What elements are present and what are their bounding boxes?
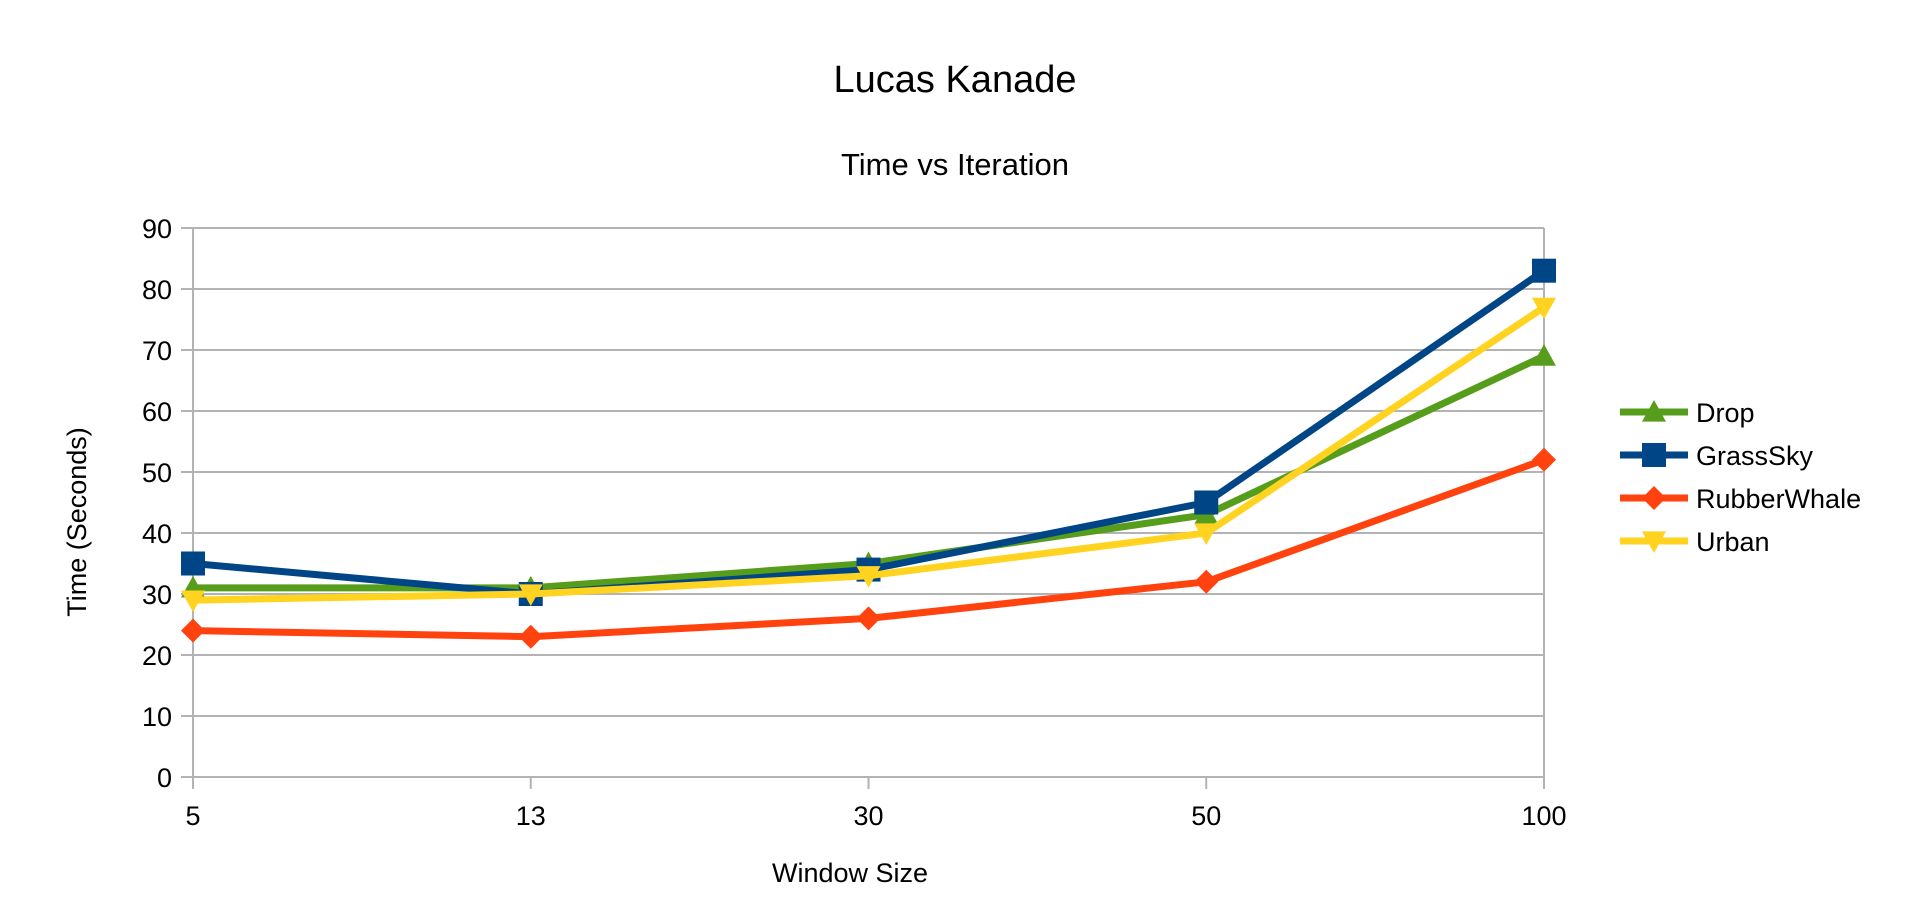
legend-item-drop: Drop xyxy=(1620,398,1755,428)
y-tick-label: 50 xyxy=(142,458,172,488)
y-tick-label: 0 xyxy=(157,763,172,793)
y-tick-label: 90 xyxy=(142,214,172,244)
data-point-grasssky xyxy=(1532,258,1556,283)
legend-marker xyxy=(1642,400,1666,422)
data-point-rubberwhale xyxy=(856,606,881,631)
data-point-urban xyxy=(1532,297,1556,320)
data-point-rubberwhale xyxy=(181,618,205,643)
legend: Drop GrassSky RubberWhale Urban xyxy=(1620,398,1861,557)
data-point-grasssky xyxy=(1194,490,1219,515)
legend-item-grasssky: GrassSky xyxy=(1620,441,1814,471)
y-axis-label: Time (Seconds) xyxy=(62,427,92,617)
series-line-grasssky xyxy=(192,267,1546,598)
x-tick-label: 50 xyxy=(1191,801,1221,831)
legend-label: GrassSky xyxy=(1696,441,1814,471)
y-tick-label: 70 xyxy=(142,336,172,366)
series-lines xyxy=(181,258,1556,649)
y-tick-label: 20 xyxy=(142,641,172,671)
legend-item-urban: Urban xyxy=(1620,527,1770,557)
x-tick-label: 5 xyxy=(185,801,200,831)
x-tick-label: 13 xyxy=(516,801,546,831)
legend-marker xyxy=(1642,531,1666,553)
data-point-rubberwhale xyxy=(518,624,543,649)
y-tick-labels: 0 10 20 30 40 50 60 70 80 90 xyxy=(142,214,172,793)
y-tick-label: 80 xyxy=(142,275,172,305)
series-rubberwhale xyxy=(181,447,1556,649)
x-tick-label: 100 xyxy=(1521,801,1566,831)
legend-marker xyxy=(1642,486,1666,510)
axes xyxy=(181,227,1545,789)
legend-label: Drop xyxy=(1696,398,1755,428)
gridlines xyxy=(193,227,1544,778)
series-urban xyxy=(181,297,1556,613)
legend-item-rubberwhale: RubberWhale xyxy=(1620,484,1861,514)
data-point-urban xyxy=(856,566,881,588)
data-point-urban xyxy=(1194,523,1219,545)
x-tick-labels: 5 13 30 50 100 xyxy=(185,801,1566,831)
x-tick-label: 30 xyxy=(853,801,883,831)
data-point-urban xyxy=(181,590,205,613)
legend-label: RubberWhale xyxy=(1696,484,1861,514)
y-tick-label: 60 xyxy=(142,397,172,427)
data-point-rubberwhale xyxy=(1194,569,1219,594)
x-axis-label: Window Size xyxy=(772,858,928,888)
chart-subtitle: Time vs Iteration xyxy=(841,147,1069,182)
y-tick-label: 30 xyxy=(142,580,172,610)
y-tick-label: 40 xyxy=(142,519,172,549)
data-point-rubberwhale xyxy=(1532,447,1556,472)
legend-label: Urban xyxy=(1696,527,1770,557)
chart-title: Lucas Kanade xyxy=(834,59,1077,101)
data-point-urban xyxy=(518,584,543,606)
y-tick-label: 10 xyxy=(142,702,172,732)
legend-marker xyxy=(1642,443,1666,467)
data-point-grasssky xyxy=(181,551,205,576)
data-point-drop xyxy=(1532,344,1556,366)
